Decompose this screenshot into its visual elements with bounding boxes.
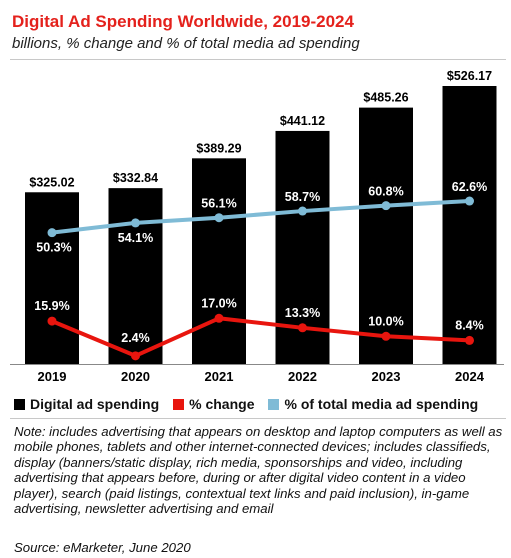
change-label-2020: 2.4% — [121, 331, 150, 345]
chart-canvas: $325.02 $332.84 $389.29 $441.12 $485.26 $526.… — [10, 69, 504, 384]
change-label-2023: 10.0% — [368, 314, 403, 328]
bar-label-2023: $485.26 — [363, 91, 408, 105]
change-label-2019: 15.9% — [34, 299, 69, 313]
chart-title: Digital Ad Spending Worldwide, 2019-2024 — [12, 12, 354, 31]
share-label-2021: 56.1% — [201, 197, 236, 211]
share-label-2024: 62.6% — [452, 180, 487, 194]
legend-label-digital-ad-spending: Digital ad spending — [30, 396, 160, 412]
legend-swatch-percent-of-total — [268, 398, 280, 410]
legend-item-digital-ad-spending: Digital ad spending — [14, 396, 159, 412]
bar-2020 — [108, 188, 163, 364]
bar-2019 — [25, 192, 79, 364]
legend-label-percent-change: % change — [189, 396, 255, 412]
x-tick-label-2022: 2022 — [288, 369, 317, 384]
change-point-2021 — [214, 313, 224, 323]
bar-2024 — [442, 86, 497, 364]
x-tick-label-2020: 2020 — [121, 369, 150, 384]
divider-top — [10, 59, 506, 60]
share-label-2019: 50.3% — [36, 241, 71, 255]
share-point-2021 — [214, 213, 224, 223]
x-tick-label-2021: 2021 — [205, 369, 234, 384]
x-tick-label-2023: 2023 — [372, 369, 401, 384]
bar-2023 — [359, 107, 413, 364]
legend-label-percent-of-total: % of total media ad spending — [284, 396, 479, 412]
change-label-2021: 17.0% — [201, 296, 236, 310]
source-line: Source: eMarketer, June 2020 — [14, 540, 191, 555]
share-label-2022: 58.7% — [285, 190, 320, 204]
share-line — [51, 199, 470, 235]
chart-frame: Digital Ad Spending Worldwide, 2019-2024… — [4, 4, 507, 555]
bar-label-2022: $441.12 — [280, 114, 325, 128]
bar-label-2020: $332.84 — [113, 171, 158, 185]
share-point-2024 — [465, 196, 474, 206]
bar-label-2021: $389.29 — [196, 141, 241, 155]
share-label-2023: 60.8% — [368, 185, 403, 199]
legend-swatch-percent-change — [173, 398, 185, 410]
x-tick-label-2019: 2019 — [38, 369, 67, 384]
change-point-2023 — [381, 331, 391, 341]
legend-swatch-digital-ad-spending — [14, 398, 25, 410]
footnote: Note: includes advertising that appears … — [14, 424, 503, 517]
bar-label-2024: $526.17 — [447, 69, 492, 83]
share-point-2019 — [47, 228, 57, 238]
share-point-2022 — [298, 206, 307, 216]
change-label-2024: 8.4% — [455, 318, 484, 332]
bar-label-2019: $325.02 — [29, 175, 74, 189]
change-label-2022: 13.3% — [285, 306, 320, 320]
legend-item-percent-of-total: % of total media ad spending — [268, 396, 478, 412]
chart-subtitle: billions, % change and % of total media … — [12, 35, 360, 52]
change-line — [51, 316, 470, 358]
x-tick-label-2024: 2024 — [455, 369, 485, 384]
divider-notes — [10, 418, 506, 419]
legend: Digital ad spending % change % of total … — [14, 396, 492, 412]
change-point-2019 — [47, 316, 57, 326]
share-point-2020 — [131, 218, 140, 228]
bar-2021 — [192, 158, 246, 364]
legend-item-percent-change: % change — [173, 396, 254, 412]
share-point-2023 — [381, 201, 391, 211]
change-point-2024 — [465, 335, 474, 345]
share-label-2020: 54.1% — [118, 231, 153, 245]
change-point-2020 — [131, 351, 140, 361]
change-point-2022 — [298, 323, 307, 333]
